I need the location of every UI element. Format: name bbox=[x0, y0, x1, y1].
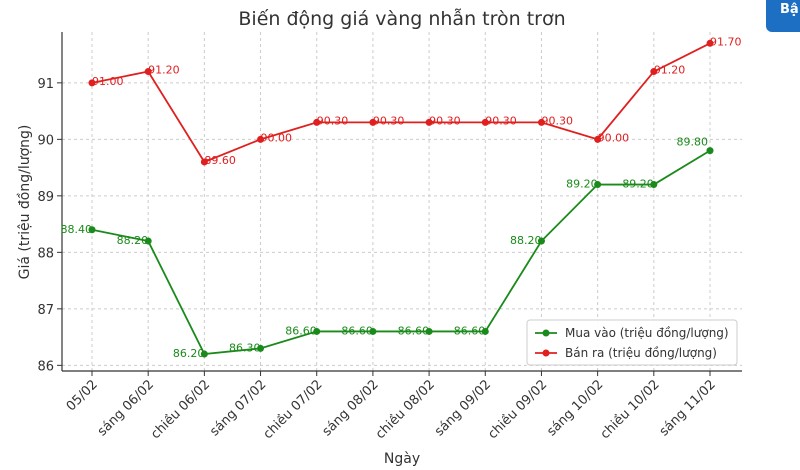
data-label: 90.30 bbox=[541, 114, 573, 127]
y-tick-labels: 86 87 88 89 90 91 bbox=[37, 77, 54, 375]
data-point bbox=[200, 158, 208, 166]
data-point bbox=[650, 68, 658, 76]
data-point bbox=[313, 118, 321, 126]
data-label: 90.30 bbox=[317, 114, 349, 127]
legend-item: Mua vào (triệu đồng/lượng) bbox=[535, 326, 729, 340]
data-point bbox=[88, 79, 96, 87]
data-label: 90.00 bbox=[261, 131, 293, 144]
data-point bbox=[706, 147, 714, 155]
data-point bbox=[537, 118, 545, 126]
y-tick-label: 90 bbox=[37, 133, 54, 148]
data-point bbox=[594, 181, 602, 189]
data-point bbox=[369, 118, 377, 126]
data-point bbox=[706, 39, 714, 47]
legend-label: Mua vào (triệu đồng/lượng) bbox=[565, 326, 729, 340]
y-tick-label: 91 bbox=[37, 77, 54, 92]
data-label: 90.30 bbox=[373, 114, 405, 127]
data-label: 88.20 bbox=[510, 234, 542, 247]
x-tick-label: chiều 08/02 bbox=[373, 377, 438, 442]
x-tick-label: chiều 09/02 bbox=[485, 377, 550, 442]
data-label: 86.30 bbox=[229, 341, 261, 354]
y-tick-label: 89 bbox=[37, 190, 54, 205]
data-point bbox=[537, 237, 545, 245]
x-tick-label: chiều 07/02 bbox=[261, 377, 326, 442]
legend-box bbox=[526, 319, 738, 366]
data-label: 88.40 bbox=[61, 223, 93, 236]
data-label: 90.30 bbox=[485, 114, 516, 127]
data-point bbox=[425, 118, 433, 126]
legend-swatch-marker bbox=[542, 329, 550, 337]
x-tick-label: sáng 11/02 bbox=[657, 377, 719, 439]
x-tick-label: chiều 06/02 bbox=[148, 377, 213, 442]
data-point bbox=[594, 135, 602, 143]
series-buy: 88.40 88.20 86.20 86.30 86.60 86.60 86.60 86.60… bbox=[61, 136, 714, 360]
data-label: 90.00 bbox=[598, 131, 630, 144]
data-point bbox=[369, 327, 377, 335]
y-axis-label: Giá (triệu đồng/lượng) bbox=[16, 125, 33, 280]
data-label: 89.20 bbox=[566, 178, 598, 191]
data-point bbox=[144, 237, 152, 245]
data-label: 86.60 bbox=[341, 324, 373, 337]
data-point bbox=[144, 68, 152, 76]
grid-lines bbox=[62, 32, 742, 371]
data-point bbox=[200, 350, 208, 358]
x-tick-label: sáng 06/02 bbox=[95, 377, 157, 439]
data-label: 89.60 bbox=[204, 154, 236, 167]
data-label: 91.00 bbox=[92, 75, 124, 88]
data-label: 89.20 bbox=[622, 178, 654, 191]
data-label: 89.80 bbox=[677, 136, 709, 149]
data-label: 90.30 bbox=[429, 114, 461, 127]
y-tick-label: 88 bbox=[37, 246, 54, 261]
series-line bbox=[91, 42, 711, 164]
data-point bbox=[88, 226, 96, 234]
data-label: 91.70 bbox=[710, 35, 742, 48]
series-layer: 88.40 88.20 86.20 86.30 86.60 86.60 86.60 86.60… bbox=[61, 35, 742, 360]
x-tick-label: sáng 09/02 bbox=[432, 377, 494, 439]
data-label: 86.20 bbox=[173, 347, 205, 360]
x-tick-label: 05/02 bbox=[64, 377, 101, 414]
chart-title: Biến động giá vàng nhẫn tròn trơn bbox=[238, 7, 565, 30]
data-label: 86.60 bbox=[454, 324, 486, 337]
data-label: 86.60 bbox=[285, 324, 317, 337]
axes bbox=[57, 32, 742, 376]
data-point bbox=[425, 327, 433, 335]
series-sell: 91.00 91.20 89.60 90.00 90.30 90.30 90.30 90.30… bbox=[88, 35, 742, 167]
x-tick-label: sáng 07/02 bbox=[207, 377, 269, 439]
data-point bbox=[257, 135, 265, 143]
x-tick-label: sáng 10/02 bbox=[544, 377, 606, 439]
data-point bbox=[481, 327, 489, 335]
x-tick-label: chiều 10/02 bbox=[598, 377, 663, 442]
y-tick-label: 87 bbox=[37, 303, 54, 318]
legend-label: Bán ra (triệu đồng/lượng) bbox=[565, 346, 717, 360]
data-label: 86.60 bbox=[398, 324, 430, 337]
series-line bbox=[91, 149, 711, 356]
data-label: 91.20 bbox=[654, 64, 686, 77]
corner-button[interactable]: Bậ bbox=[766, 0, 800, 32]
x-tick-label: sáng 08/02 bbox=[320, 377, 382, 439]
y-tick-label: 86 bbox=[37, 359, 54, 374]
data-point bbox=[313, 327, 321, 335]
data-label: 88.20 bbox=[117, 234, 149, 247]
x-axis-label: Ngày bbox=[384, 451, 420, 467]
data-point bbox=[650, 181, 658, 189]
data-point bbox=[257, 344, 265, 352]
legend: Mua vào (triệu đồng/lượng) Bán ra (triệu … bbox=[526, 319, 738, 366]
legend-swatch-marker bbox=[542, 349, 550, 357]
legend-item: Bán ra (triệu đồng/lượng) bbox=[535, 346, 717, 360]
data-label: 91.20 bbox=[148, 64, 180, 77]
data-point bbox=[481, 118, 489, 126]
